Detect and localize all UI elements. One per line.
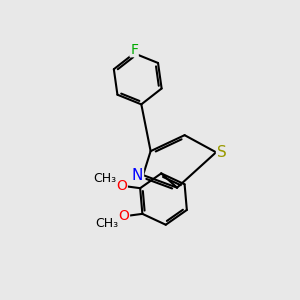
Text: F: F <box>130 43 138 57</box>
Text: S: S <box>217 145 226 160</box>
Text: CH₃: CH₃ <box>95 217 118 230</box>
Text: N: N <box>132 168 143 183</box>
Text: O: O <box>116 179 127 193</box>
Text: CH₃: CH₃ <box>93 172 116 185</box>
Text: O: O <box>118 209 129 223</box>
